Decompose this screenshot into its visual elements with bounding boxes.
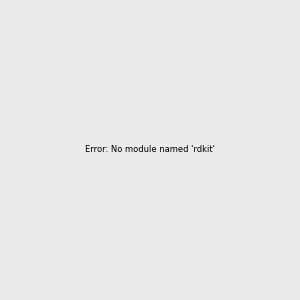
Text: Error: No module named 'rdkit': Error: No module named 'rdkit' [85, 146, 215, 154]
